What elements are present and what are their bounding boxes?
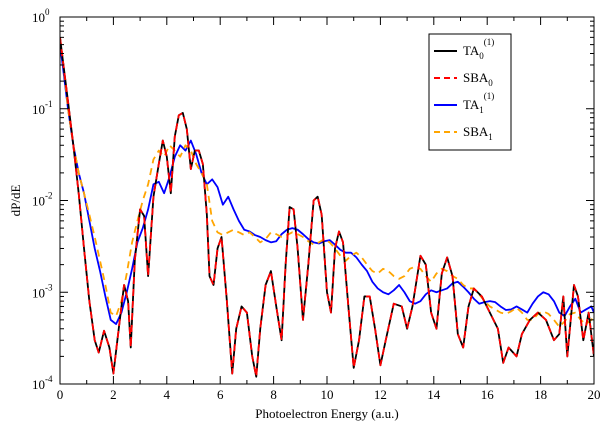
legend-label-0: TA0(1): [463, 37, 494, 61]
y-tick-label: 10-1: [32, 99, 53, 117]
x-tick-label: 14: [427, 387, 441, 402]
series-line-2: [60, 44, 594, 325]
ticks-layer: 0 2 4 6 8 10 12 14 16 18 20 10-4 10-3 10-2 10-1 100: [32, 7, 601, 402]
series-layer: [60, 37, 594, 378]
x-tick-label: 16: [481, 387, 495, 402]
series-line-0: [60, 37, 594, 378]
y-tick-label: 100: [32, 7, 50, 25]
y-tick-label: 10-2: [32, 191, 53, 209]
y-tick-label: 10-4: [32, 374, 53, 392]
x-tick-label: 4: [164, 387, 171, 402]
x-tick-label: 12: [374, 387, 387, 402]
y-tick-label: 10-3: [32, 282, 53, 300]
x-tick-label: 6: [217, 387, 224, 402]
x-tick-label: 2: [110, 387, 117, 402]
legend-label-3: SBA1: [463, 124, 493, 142]
series-line-1: [60, 37, 594, 378]
legend: TA0(1) SBA0 TA1(1) SBA1: [428, 33, 512, 151]
y-axis-label: dP/dE: [8, 185, 23, 217]
legend-box: [428, 33, 512, 151]
legend-label-2: TA1(1): [463, 91, 494, 115]
x-tick-label: 8: [270, 387, 277, 402]
legend-label-1: SBA0: [463, 70, 493, 88]
x-tick-label: 0: [57, 387, 64, 402]
x-tick-label: 18: [534, 387, 547, 402]
plot-frame: [59, 16, 595, 385]
x-tick-label: 20: [588, 387, 601, 402]
x-axis-label: Photoelectron Energy (a.u.): [255, 406, 398, 421]
x-tick-label: 10: [321, 387, 334, 402]
